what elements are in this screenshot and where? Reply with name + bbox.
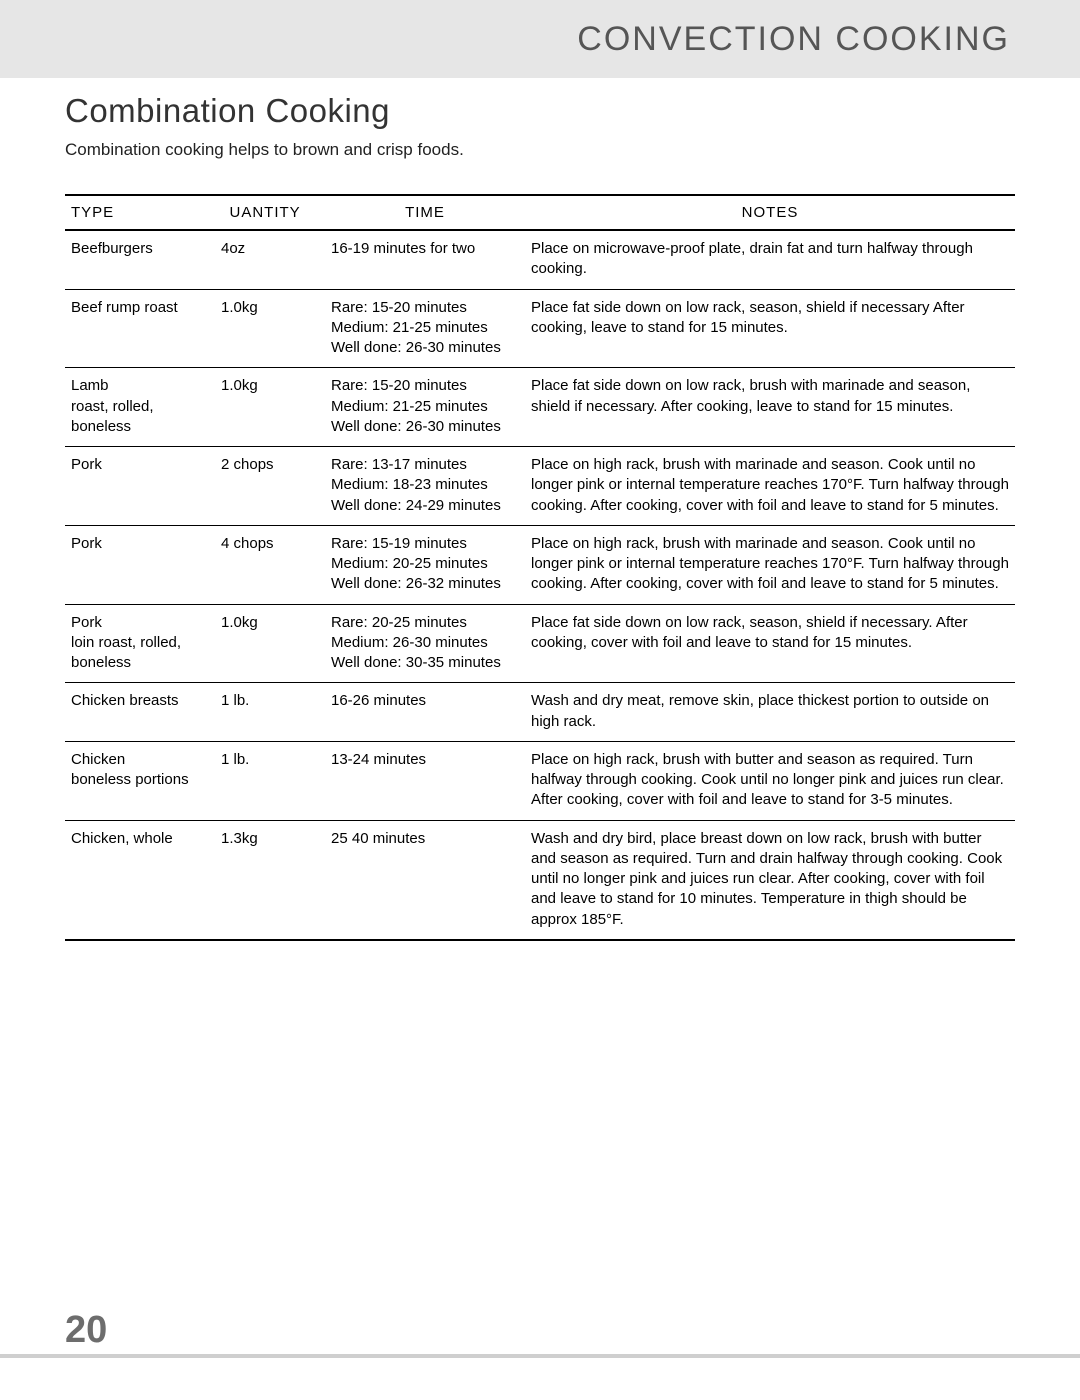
cell-quantity: 1.0kg — [215, 289, 325, 368]
cell-type: Chicken breasts — [65, 683, 215, 742]
cell-type: Beefburgers — [65, 230, 215, 289]
table-row: Pork4 chopsRare: 15-19 minutesMedium: 20… — [65, 525, 1015, 604]
cell-type: Lambroast, rolled, boneless — [65, 368, 215, 447]
cell-quantity: 4 chops — [215, 525, 325, 604]
table-row: Chicken, whole1.3kg25 40 minutesWash and… — [65, 820, 1015, 940]
cell-quantity: 2 chops — [215, 447, 325, 526]
col-header-type: TYPE — [65, 195, 215, 230]
table-row: Beefburgers4oz16-19 minutes for twoPlace… — [65, 230, 1015, 289]
table-body: Beefburgers4oz16-19 minutes for twoPlace… — [65, 230, 1015, 940]
cell-notes: Place on high rack, brush with marinade … — [525, 525, 1015, 604]
cell-quantity: 1.0kg — [215, 604, 325, 683]
cell-time: 16-26 minutes — [325, 683, 525, 742]
cell-type: Pork — [65, 447, 215, 526]
cell-notes: Wash and dry meat, remove skin, place th… — [525, 683, 1015, 742]
cell-time: 16-19 minutes for two — [325, 230, 525, 289]
cell-notes: Place fat side down on low rack, season,… — [525, 289, 1015, 368]
cell-time: Rare: 20-25 minutesMedium: 26-30 minutes… — [325, 604, 525, 683]
header-bar: CONVECTION COOKING — [0, 0, 1080, 78]
col-header-quantity: UANTITY — [215, 195, 325, 230]
table-row: Porkloin roast, rolled, boneless1.0kgRar… — [65, 604, 1015, 683]
cell-notes: Place on microwave-proof plate, drain fa… — [525, 230, 1015, 289]
cell-time: Rare: 15-19 minutesMedium: 20-25 minutes… — [325, 525, 525, 604]
table-row: Beef rump roast1.0kgRare: 15-20 minutesM… — [65, 289, 1015, 368]
table-row: Lambroast, rolled, boneless1.0kgRare: 15… — [65, 368, 1015, 447]
cell-quantity: 1 lb. — [215, 741, 325, 820]
header-title: CONVECTION COOKING — [577, 20, 1010, 59]
table-row: Chicken breasts1 lb.16-26 minutesWash an… — [65, 683, 1015, 742]
section-title: Combination Cooking — [65, 92, 1015, 130]
table-row: Pork2 chopsRare: 13-17 minutesMedium: 18… — [65, 447, 1015, 526]
cell-time: Rare: 15-20 minutesMedium: 21-25 minutes… — [325, 368, 525, 447]
cell-type: Chickenboneless portions — [65, 741, 215, 820]
cell-quantity: 1.0kg — [215, 368, 325, 447]
cell-notes: Place fat side down on low rack, brush w… — [525, 368, 1015, 447]
cell-quantity: 4oz — [215, 230, 325, 289]
table-header-row: TYPE UANTITY TIME NOTES — [65, 195, 1015, 230]
cell-notes: Place on high rack, brush with marinade … — [525, 447, 1015, 526]
cooking-table: TYPE UANTITY TIME NOTES Beefburgers4oz16… — [65, 194, 1015, 941]
col-header-notes: NOTES — [525, 195, 1015, 230]
page: CONVECTION COOKING Combination Cooking C… — [0, 0, 1080, 1400]
cell-time: 25 40 minutes — [325, 820, 525, 940]
cell-notes: Place on high rack, brush with butter an… — [525, 741, 1015, 820]
cell-time: Rare: 13-17 minutesMedium: 18-23 minutes… — [325, 447, 525, 526]
cell-notes: Wash and dry bird, place breast down on … — [525, 820, 1015, 940]
cell-quantity: 1 lb. — [215, 683, 325, 742]
cell-quantity: 1.3kg — [215, 820, 325, 940]
cell-time: 13-24 minutes — [325, 741, 525, 820]
content: Combination Cooking Combination cooking … — [0, 78, 1080, 941]
footer-rule — [0, 1354, 1080, 1358]
section-subtitle: Combination cooking helps to brown and c… — [65, 140, 1015, 160]
cell-type: Beef rump roast — [65, 289, 215, 368]
cell-type: Chicken, whole — [65, 820, 215, 940]
cell-time: Rare: 15-20 minutesMedium: 21-25 minutes… — [325, 289, 525, 368]
cell-notes: Place fat side down on low rack, season,… — [525, 604, 1015, 683]
table-row: Chickenboneless portions1 lb.13-24 minut… — [65, 741, 1015, 820]
cell-type: Pork — [65, 525, 215, 604]
page-number: 20 — [65, 1309, 107, 1352]
cell-type: Porkloin roast, rolled, boneless — [65, 604, 215, 683]
col-header-time: TIME — [325, 195, 525, 230]
